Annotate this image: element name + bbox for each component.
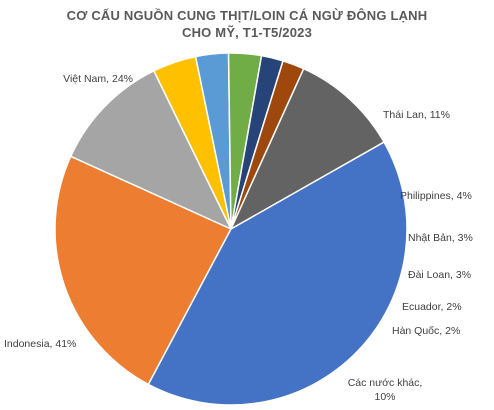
data-label-indonesia: Indonesia, 41% [4,338,76,350]
chart-title-line-1: CƠ CẤU NGUỒN CUNG THỊT/LOIN CÁ NGỪ ĐÔNG … [66,8,428,23]
data-label-đài-loan: Đài Loan, 3% [408,269,471,281]
data-label-hàn-quốc: Hàn Quốc, 2% [392,325,460,337]
data-label-philippines: Philippines, 4% [400,190,472,202]
data-label-các-nước-khác: Các nước khác, 10% [348,377,423,403]
pie-slice-các-nước-khác [229,67,386,231]
pie-slice-việt-nam [54,155,233,386]
data-label-ecuador: Ecuador, 2% [402,301,462,313]
data-label-nhật-bản: Nhật Bản, 3% [408,232,473,244]
data-label-thái-lan: Thái Lan, 11% [383,109,450,121]
chart-title-line-2: CHO MỸ, T1-T5/2023 [181,25,313,40]
data-label-việt-nam: Việt Nam, 24% [63,73,133,85]
pie-slice-thái-lan [69,69,233,231]
pie-slice-indonesia [147,141,408,406]
